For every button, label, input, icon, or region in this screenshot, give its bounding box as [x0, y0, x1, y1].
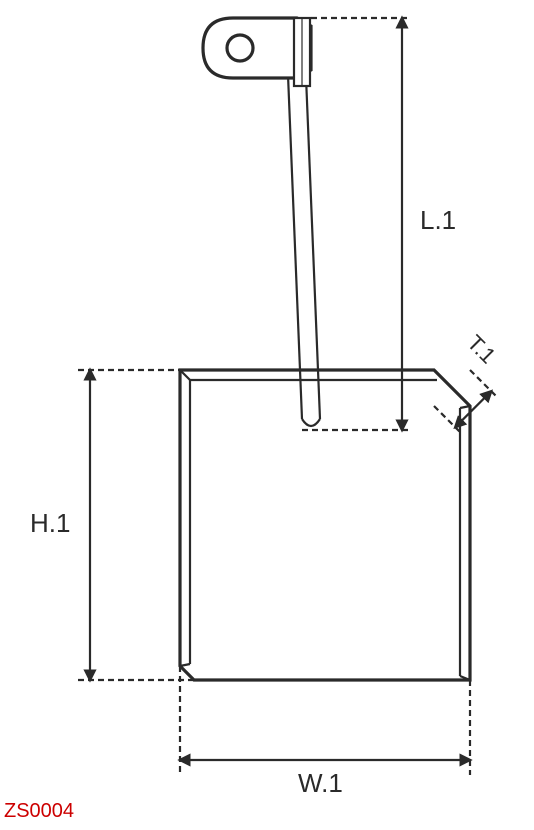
drawing-svg: [0, 0, 534, 830]
dim-label-length: L.1: [420, 205, 456, 236]
technical-drawing: H.1 W.1 L.1 T.1 ZS0004: [0, 0, 534, 830]
dim-label-width: W.1: [298, 768, 343, 799]
part-number: ZS0004: [4, 800, 74, 823]
dim-label-height: H.1: [30, 508, 70, 539]
